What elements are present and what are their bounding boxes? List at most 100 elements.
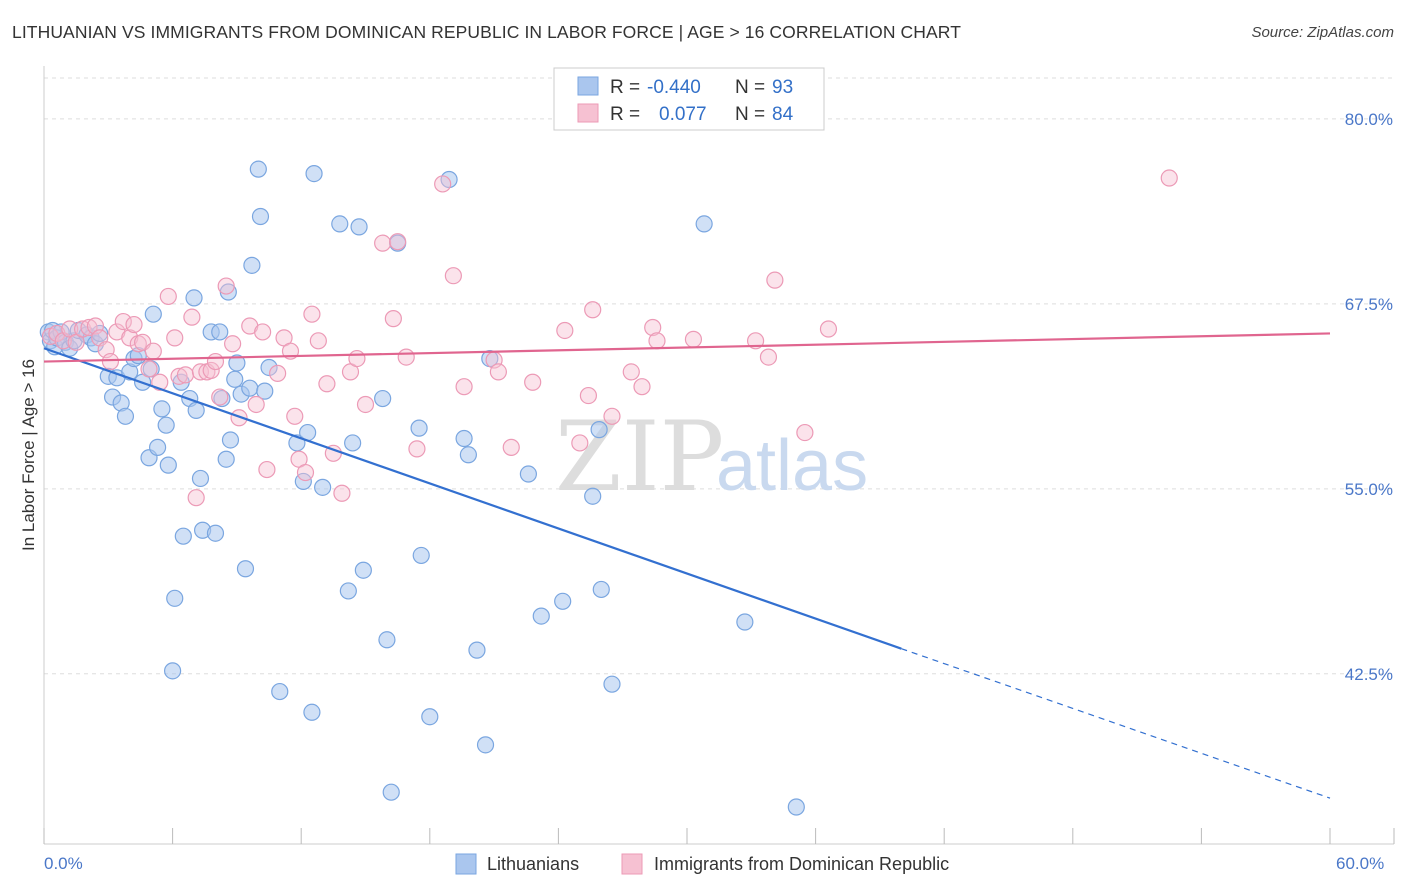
point-lithuanian-40 (206, 524, 225, 542)
point-dominican-59 (455, 378, 473, 396)
point-lithuanian-67 (354, 561, 372, 579)
x-tick-label-max: 60.0% (1336, 854, 1384, 873)
point-lithuanian-70 (382, 783, 400, 801)
x-tick-label-min: 0.0% (44, 854, 83, 873)
point-lithuanian-72 (410, 419, 428, 437)
legend-r-label-pink: R = (610, 104, 640, 125)
watermark-atlas: atlas (716, 426, 868, 506)
point-dominican-18 (144, 342, 162, 360)
point-lithuanian-47 (228, 354, 246, 372)
point-lithuanian-62 (314, 478, 332, 496)
y-tick-labels: 42.5% 55.0% 67.5% 80.0% (1345, 110, 1393, 684)
point-dominican-23 (176, 366, 195, 384)
point-lithuanian-54 (256, 382, 274, 400)
point-lithuanian-86 (592, 580, 610, 599)
point-dominican-20 (159, 287, 177, 306)
point-lithuanian-81 (519, 465, 537, 483)
point-dominican-36 (254, 323, 272, 341)
stats-legend: R = -0.440 N = 93 R = 0.077 N = 84 (553, 67, 825, 131)
point-dominican-6 (80, 318, 98, 337)
point-lithuanian-46 (226, 370, 244, 388)
point-dominican-63 (524, 373, 542, 391)
point-lithuanian-56 (271, 682, 289, 701)
point-dominican-52 (374, 234, 392, 252)
point-dominican-5 (73, 320, 92, 338)
point-dominican-13 (121, 329, 139, 347)
y-axis-label: In Labor Force | Age > 16 (19, 359, 38, 551)
point-dominican-22 (170, 367, 188, 385)
point-lithuanian-49 (236, 560, 255, 578)
point-dominican-37 (258, 460, 276, 479)
point-lithuanian-26 (148, 438, 167, 456)
axes (43, 66, 1395, 845)
point-lithuanian-69 (378, 631, 396, 649)
point-dominican-48 (333, 484, 351, 502)
legend-r-label-blue: R = (610, 77, 640, 98)
point-lithuanian-41 (211, 323, 229, 341)
point-dominican-70 (633, 378, 651, 396)
point-lithuanian-76 (455, 429, 473, 448)
point-dominican-65 (571, 434, 589, 452)
point-dominican-45 (309, 332, 327, 350)
point-dominican-73 (684, 330, 703, 348)
point-dominican-26 (191, 363, 210, 381)
legend-r-value-pink: 0.077 (659, 104, 707, 125)
point-lithuanian-73 (412, 546, 430, 565)
point-lithuanian-74 (421, 708, 439, 726)
point-dominican-30 (211, 388, 229, 406)
point-dominican-33 (230, 409, 248, 427)
y-tick-label-1: 55.0% (1345, 480, 1393, 499)
bottom-legend-label-blue: Lithuanians (487, 854, 579, 874)
point-dominican-78 (819, 320, 838, 338)
bottom-legend-swatch-blue (455, 853, 477, 875)
point-lithuanian-90 (787, 798, 805, 816)
point-dominican-31 (217, 277, 235, 295)
point-dominican-56 (408, 440, 426, 458)
point-lithuanian-61 (305, 164, 323, 183)
point-lithuanian-27 (153, 400, 171, 418)
point-lithuanian-50 (241, 379, 259, 397)
point-dominican-41 (286, 407, 304, 425)
point-lithuanian-28 (157, 416, 175, 434)
point-dominican-51 (356, 395, 375, 414)
point-lithuanian-77 (459, 446, 477, 464)
point-lithuanian-31 (164, 662, 182, 680)
legend-n-value-blue: 93 (772, 77, 793, 98)
point-dominican-72 (648, 332, 666, 350)
legend-r-value-blue: -0.440 (647, 77, 701, 98)
point-dominican-77 (796, 423, 814, 442)
point-lithuanian-66 (350, 218, 368, 236)
point-dominican-29 (206, 352, 225, 371)
point-lithuanian-82 (532, 607, 550, 625)
point-lithuanian-37 (191, 469, 210, 488)
point-dominican-62 (502, 438, 520, 456)
watermark-zip: ZIP (555, 401, 724, 513)
legend-swatch-blue (577, 76, 599, 96)
point-dominican-55 (397, 348, 415, 366)
point-lithuanian-84 (584, 487, 602, 505)
watermark: ZIP atlas (555, 401, 868, 513)
point-dominican-10 (101, 352, 120, 371)
point-dominican-69 (622, 363, 640, 381)
point-lithuanian-79 (476, 736, 495, 754)
point-dominican-66 (579, 386, 598, 405)
point-lithuanian-63 (331, 215, 349, 233)
point-dominican-61 (489, 363, 507, 381)
point-dominican-14 (125, 315, 143, 334)
point-dominican-28 (202, 361, 220, 380)
trend-line-lithuanians (43, 347, 902, 650)
y-tick-label-2: 67.5% (1345, 295, 1393, 314)
bottom-legend-label-pink: Immigrants from Dominican Republic (654, 854, 949, 874)
bottom-legend-swatch-pink (621, 853, 643, 875)
trend-lines (43, 332, 1331, 799)
point-lithuanian-83 (554, 592, 572, 610)
point-dominican-35 (247, 395, 265, 414)
point-lithuanian-87 (603, 675, 621, 693)
point-dominican-17 (140, 360, 158, 378)
point-lithuanian-78 (468, 641, 486, 659)
y-tick-label-0: 42.5% (1345, 665, 1393, 684)
y-tick-label-3: 80.0% (1345, 110, 1393, 129)
point-lithuanian-30 (166, 589, 184, 607)
trend-line-lithuanians-extension (901, 648, 1331, 799)
